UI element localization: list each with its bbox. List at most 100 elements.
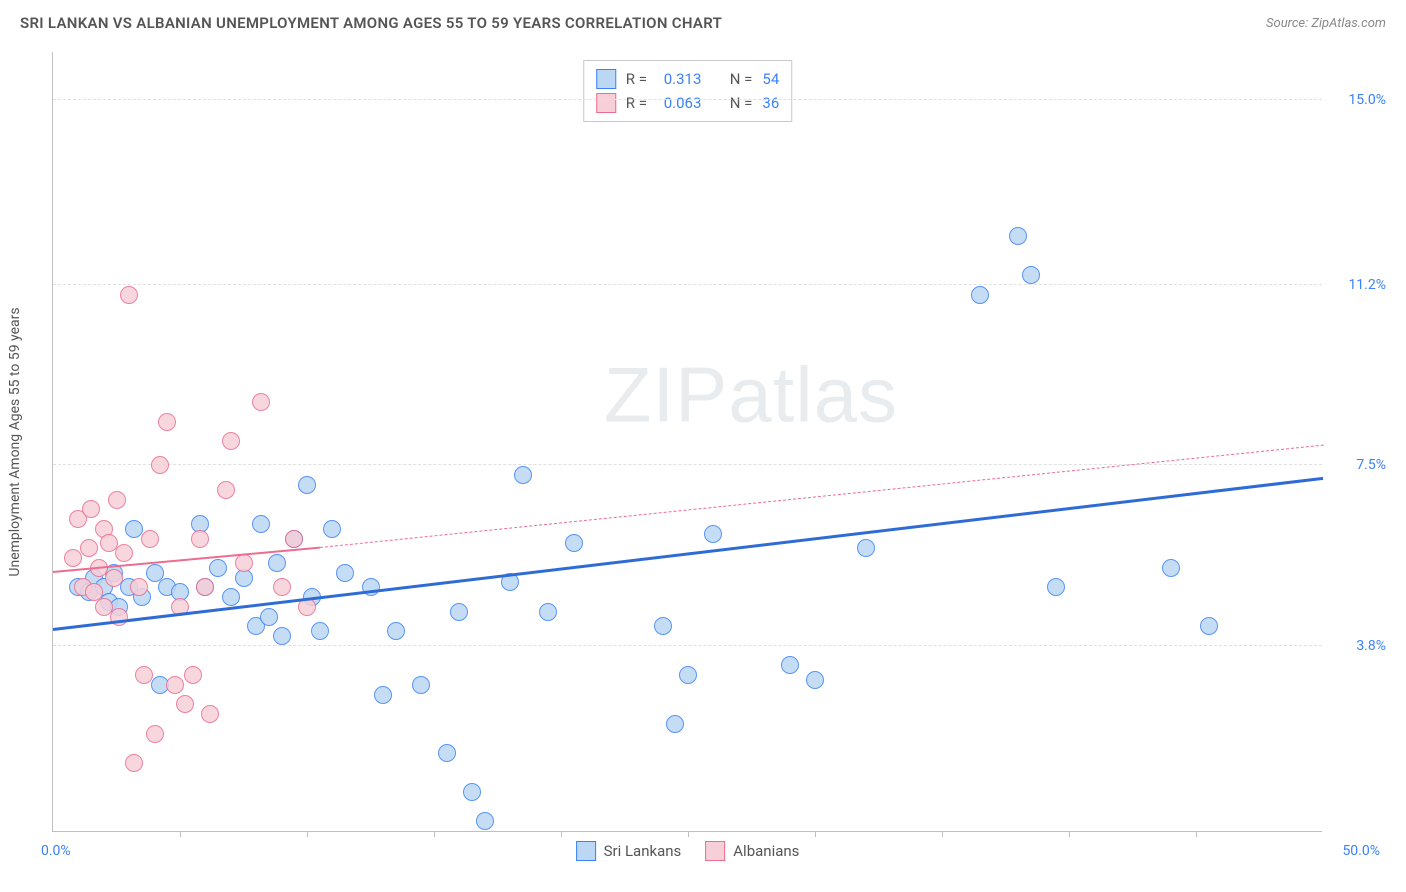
sri_lankans-marker (1009, 227, 1027, 245)
albanians-marker (201, 705, 219, 723)
albanians-marker (80, 539, 98, 557)
sri_lankans-marker (222, 588, 240, 606)
albanians-marker (130, 578, 148, 596)
x-tick (180, 831, 181, 837)
sri_lankans-marker (298, 476, 316, 494)
sri_lankans-marker (679, 666, 697, 684)
sri_lankans-marker (268, 554, 286, 572)
sri_lankans-marker (654, 617, 672, 635)
watermark-thin: atlas (728, 350, 898, 438)
albanians-marker (176, 695, 194, 713)
albanians-marker (151, 456, 169, 474)
sri_lankans-marker (857, 539, 875, 557)
n-label: N = (730, 91, 753, 115)
albanians-marker (235, 554, 253, 572)
x-tick (942, 831, 943, 837)
legend-series-name: Sri Lankans (604, 842, 682, 860)
gridline (53, 284, 1322, 285)
watermark-bold: ZIP (604, 350, 728, 438)
legend-swatch (705, 841, 725, 861)
n-value: 54 (762, 67, 779, 91)
legend-swatch (596, 93, 616, 113)
watermark-logo: ZIPatlas (604, 349, 898, 440)
albanians-marker (108, 491, 126, 509)
y-axis-label: Unemployment Among Ages 55 to 59 years (7, 307, 23, 576)
sri_lankans-marker (387, 622, 405, 640)
sri_lankans-marker (1162, 559, 1180, 577)
scatter-chart: ZIPatlas Unemployment Among Ages 55 to 5… (52, 52, 1322, 832)
sri_lankans-marker (273, 627, 291, 645)
legend-row-sri_lankans: R = 0.313 N = 54 (596, 67, 780, 91)
x-tick (1069, 831, 1070, 837)
albanians-marker (252, 393, 270, 411)
correlation-legend: R = 0.313 N = 54 R = 0.063 N = 36 (583, 60, 793, 122)
chart-title: SRI LANKAN VS ALBANIAN UNEMPLOYMENT AMON… (20, 14, 722, 32)
sri_lankans-marker (450, 603, 468, 621)
x-tick (815, 831, 816, 837)
series-legend: Sri Lankans Albanians (576, 841, 800, 861)
n-label: N = (730, 67, 753, 91)
albanians-marker (166, 676, 184, 694)
sri_lankans-marker (311, 622, 329, 640)
sri_lankans-marker (539, 603, 557, 621)
x-tick (434, 831, 435, 837)
albanians-marker (285, 530, 303, 548)
legend-swatch (576, 841, 596, 861)
legend-swatch (596, 69, 616, 89)
albanians-marker (191, 530, 209, 548)
sri_lankans-marker (476, 812, 494, 830)
r-value: 0.063 (664, 91, 712, 115)
albanians-marker (125, 754, 143, 772)
albanians-marker (184, 666, 202, 684)
x-axis-origin-label: 0.0% (41, 843, 71, 859)
y-tick-label: 11.2% (1348, 277, 1386, 293)
sri_lankans-marker (971, 286, 989, 304)
sri_lankans-marker (565, 534, 583, 552)
albanians-marker (273, 578, 291, 596)
albanians-marker (120, 286, 138, 304)
albanians-marker (146, 725, 164, 743)
albanians-marker (135, 666, 153, 684)
albanians-marker (158, 413, 176, 431)
sri_lankans-marker (336, 564, 354, 582)
y-tick-label: 15.0% (1348, 92, 1386, 108)
legend-item-albanians: Albanians (705, 841, 799, 861)
albanians-marker (222, 432, 240, 450)
albanians-marker (141, 530, 159, 548)
albanians-marker (82, 500, 100, 518)
sri_lankans-marker (666, 715, 684, 733)
n-value: 36 (762, 91, 779, 115)
x-axis-end-label: 50.0% (1342, 843, 1380, 859)
r-label: R = (626, 67, 654, 91)
sri_lankans-marker (209, 559, 227, 577)
y-tick-label: 7.5% (1356, 457, 1386, 473)
x-tick (1196, 831, 1197, 837)
legend-item-sri_lankans: Sri Lankans (576, 841, 682, 861)
sri_lankans-marker (438, 744, 456, 762)
x-tick (561, 831, 562, 837)
sri_lankans-marker (412, 676, 430, 694)
sri_lankans-marker (1200, 617, 1218, 635)
albanians-marker (196, 578, 214, 596)
sri_lankans-marker (1022, 266, 1040, 284)
sri_lankans-marker (260, 608, 278, 626)
sri_lankans-marker (323, 520, 341, 538)
albanians-marker (115, 544, 133, 562)
albanians-marker (105, 569, 123, 587)
legend-series-name: Albanians (733, 842, 799, 860)
albanians-marker (217, 481, 235, 499)
gridline (53, 99, 1322, 100)
sri_lankans-marker (704, 525, 722, 543)
r-value: 0.313 (664, 67, 712, 91)
sri_lankans-marker (514, 466, 532, 484)
sri_lankans-marker (463, 783, 481, 801)
x-tick (688, 831, 689, 837)
x-tick (307, 831, 308, 837)
sri_lankans-marker (781, 656, 799, 674)
source-attribution: Source: ZipAtlas.com (1266, 16, 1386, 31)
sri_lankans-marker (374, 686, 392, 704)
sri_lankans-marker (146, 564, 164, 582)
r-label: R = (626, 91, 654, 115)
legend-row-albanians: R = 0.063 N = 36 (596, 91, 780, 115)
sri_lankans-marker (806, 671, 824, 689)
